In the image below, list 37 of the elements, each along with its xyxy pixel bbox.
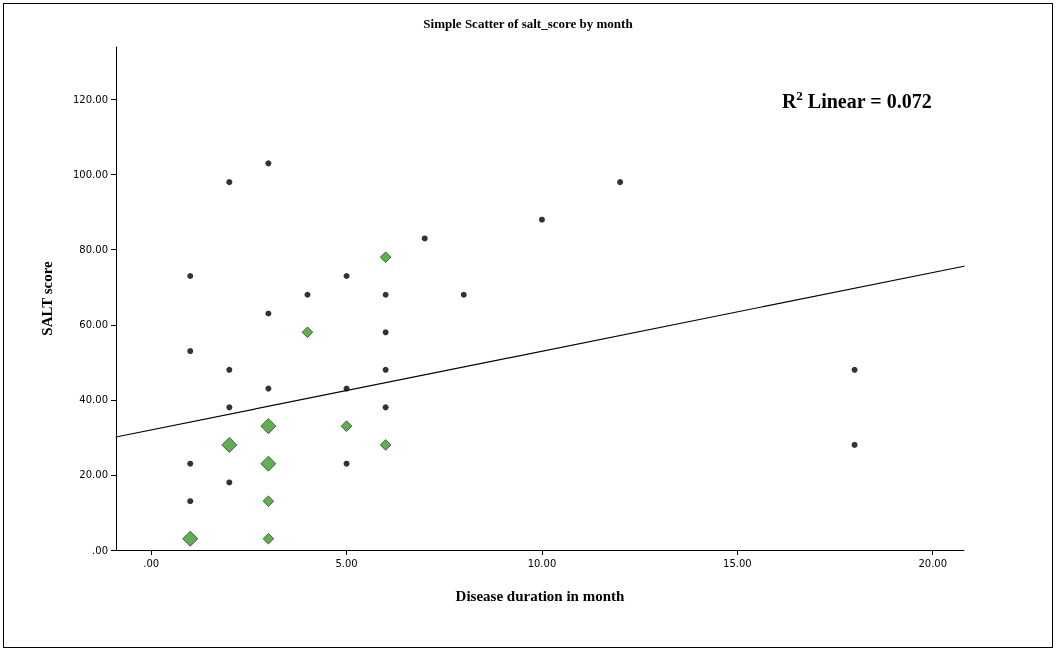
x-tick-label: 20.00 <box>918 557 948 569</box>
x-tick-label: 15.00 <box>723 557 752 569</box>
chart-title: Simple Scatter of salt_score by month <box>423 16 634 31</box>
point <box>382 404 389 411</box>
point <box>382 366 389 373</box>
point <box>226 479 233 486</box>
point <box>851 441 858 448</box>
y-axis-title: SALT score <box>38 261 55 336</box>
point <box>382 329 389 336</box>
y-tick-label: 80.00 <box>79 244 108 256</box>
point <box>265 310 272 317</box>
point <box>304 291 311 298</box>
x-tick-label: 5.00 <box>335 557 358 569</box>
x-axis-title: Disease duration in month <box>455 587 626 604</box>
point <box>265 160 272 167</box>
point <box>226 179 233 186</box>
y-tick-label: 120.00 <box>73 94 108 106</box>
y-tick-label: 60.00 <box>79 319 108 331</box>
point <box>226 366 233 373</box>
point <box>187 460 194 467</box>
x-tick-label: .00 <box>143 557 160 569</box>
point <box>343 272 350 279</box>
y-tick-label: 100.00 <box>73 169 108 181</box>
y-tick-label: 20.00 <box>79 469 108 481</box>
point <box>187 348 194 355</box>
point <box>538 216 545 223</box>
y-tick-label: .00 <box>92 544 108 556</box>
point <box>851 366 858 373</box>
point <box>226 404 233 411</box>
point <box>617 179 624 186</box>
point <box>187 272 194 279</box>
point <box>382 291 389 298</box>
y-tick-label: 40.00 <box>79 394 108 406</box>
point <box>265 385 272 392</box>
point <box>187 498 194 505</box>
x-tick-label: 10.00 <box>527 557 557 569</box>
point <box>460 291 467 298</box>
